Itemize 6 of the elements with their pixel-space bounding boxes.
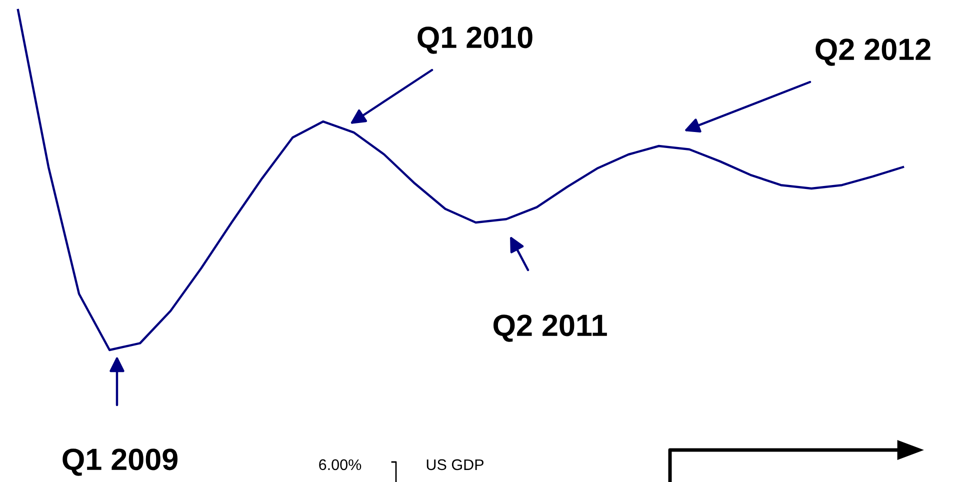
- annotation: Q2 2012: [816, 38, 930, 66]
- annotation: Q2 2011: [493, 314, 607, 342]
- text: US GDP: [426, 459, 484, 470]
- annotation: Q1 2010: [418, 26, 532, 54]
- text: Q1 2009: [62, 448, 178, 476]
- text: 6.00%: [319, 459, 362, 470]
